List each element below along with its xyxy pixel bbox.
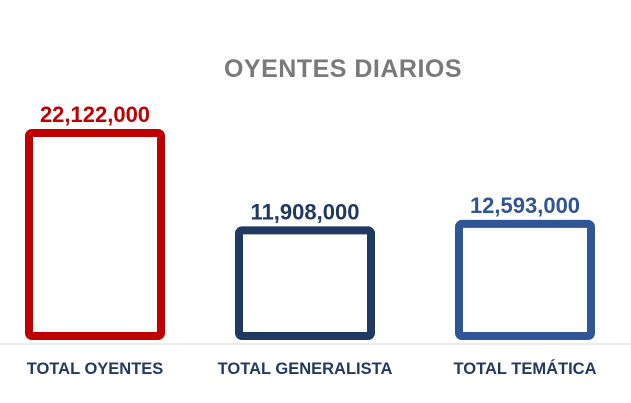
category-label-0: TOTAL OYENTES [27, 360, 164, 378]
value-label-1: 11,908,000 [251, 199, 360, 224]
chart-title: OYENTES DIARIOS [224, 55, 462, 83]
category-label-1: TOTAL GENERALISTA [218, 360, 393, 378]
value-label-0: 22,122,000 [40, 102, 150, 127]
category-label-2: TOTAL TEMÁTICA [454, 359, 597, 378]
bar-2 [455, 219, 595, 340]
bars-group: 22,122,000 TOTAL OYENTES 11,908,000 TOTAL G… [25, 102, 597, 378]
value-label-2: 12,593,000 [470, 193, 580, 218]
bar-0 [25, 129, 165, 340]
bar-1 [235, 226, 375, 340]
